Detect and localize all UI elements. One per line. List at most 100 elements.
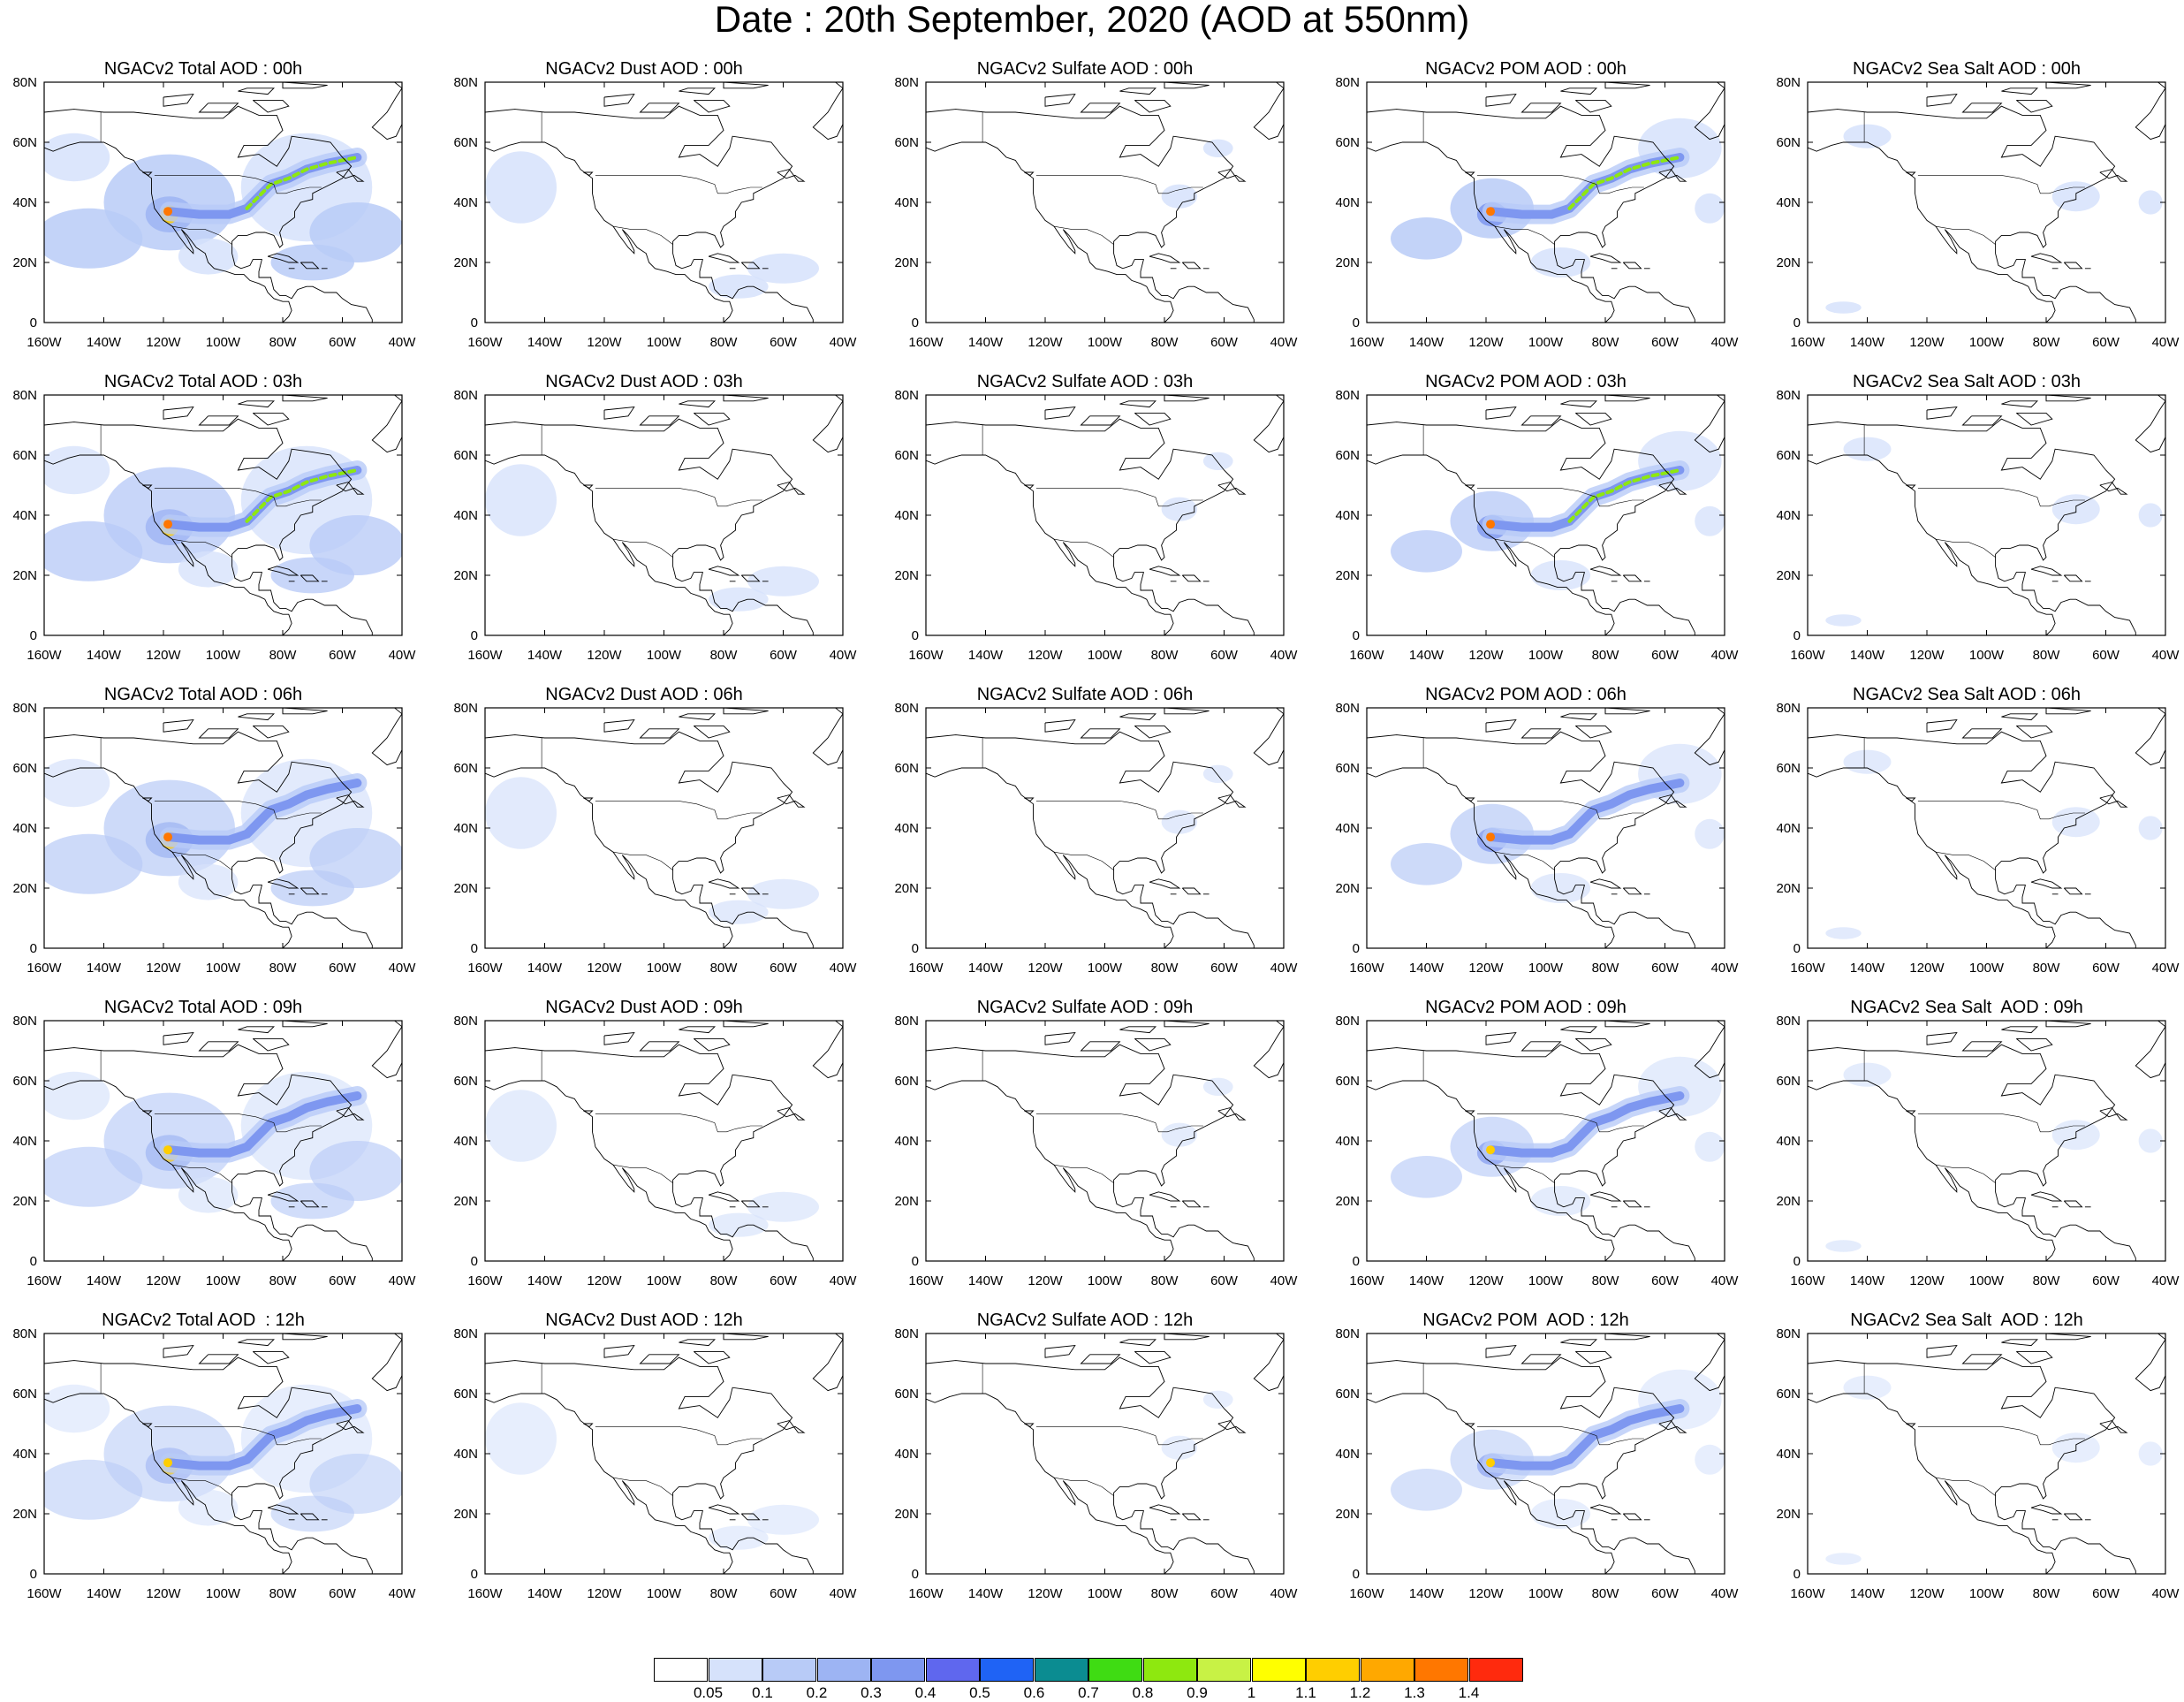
lon-tick-label: 120W bbox=[146, 335, 181, 350]
lon-tick-label: 100W bbox=[206, 1273, 241, 1288]
border bbox=[613, 1164, 673, 1183]
lat-tick-label: 20N bbox=[894, 1507, 919, 1522]
border bbox=[1936, 851, 1996, 870]
aod-field bbox=[1391, 1056, 1725, 1216]
lon-tick-label: 60W bbox=[770, 1586, 798, 1601]
lat-tick-label: 20N bbox=[1776, 255, 1801, 270]
map-plot: 160W 140W 120W 100W 80W 60W 40W 0 20N 40N 60N 80N bbox=[453, 1014, 857, 1288]
lat-tick-label: 20N bbox=[1335, 1194, 1360, 1209]
colorbar-label: 0.05 bbox=[693, 1684, 724, 1701]
panel-title: NGACv2 Dust AOD : 03h bbox=[545, 372, 743, 391]
aod-region bbox=[1530, 560, 1591, 590]
lon-tick-label: 160W bbox=[27, 1586, 62, 1601]
lat-tick-label: 60N bbox=[453, 761, 478, 776]
coastlines bbox=[926, 395, 1284, 635]
lat-tick-label: 60N bbox=[453, 448, 478, 463]
lon-tick-label: 140W bbox=[1850, 961, 1885, 976]
aod-region bbox=[1695, 193, 1725, 224]
aod-region bbox=[178, 551, 239, 588]
lon-tick-label: 60W bbox=[2092, 335, 2120, 350]
lon-tick-label: 40W bbox=[2152, 961, 2180, 976]
lon-tick-label: 120W bbox=[1468, 961, 1504, 976]
aod-region bbox=[178, 238, 239, 275]
lon-tick-label: 160W bbox=[1790, 648, 1825, 663]
lat-tick-label: 80N bbox=[894, 388, 919, 403]
lat-tick-label: 20N bbox=[1335, 568, 1360, 583]
lon-tick-label: 80W bbox=[710, 335, 739, 350]
lon-tick-label: 40W bbox=[830, 1586, 858, 1601]
lat-tick-label: 40N bbox=[453, 821, 478, 836]
lat-tick-label: 40N bbox=[453, 1447, 478, 1462]
lat-tick-label: 40N bbox=[1776, 1447, 1801, 1462]
lat-tick-label: 20N bbox=[1776, 1507, 1801, 1522]
lat-tick-label: 20N bbox=[453, 881, 478, 896]
fire-hotspot bbox=[1486, 1145, 1496, 1155]
aod-region bbox=[1843, 124, 1892, 148]
lat-tick-label: 80N bbox=[453, 388, 478, 403]
lon-tick-label: 120W bbox=[587, 1586, 622, 1601]
map-plot: 160W 140W 120W 100W 80W 60W 40W 0 20N 40N 60N 80N bbox=[1776, 75, 2180, 350]
lon-tick-label: 100W bbox=[1088, 1586, 1123, 1601]
lon-tick-label: 40W bbox=[1270, 648, 1299, 663]
lon-tick-label: 160W bbox=[27, 1273, 62, 1288]
border bbox=[154, 801, 322, 820]
panel-title: NGACv2 Sea Salt AOD : 03h bbox=[1853, 372, 2081, 391]
aod-region bbox=[178, 1176, 239, 1213]
lon-tick-label: 120W bbox=[1028, 648, 1063, 663]
coastlines bbox=[1367, 1021, 1725, 1261]
panel-title: NGACv2 Sulfate AOD : 12h bbox=[976, 1311, 1194, 1330]
lon-tick-label: 100W bbox=[1088, 335, 1123, 350]
colorbar-label: 0.5 bbox=[969, 1684, 990, 1701]
lon-tick-label: 80W bbox=[2033, 1273, 2061, 1288]
aod-region bbox=[178, 1489, 239, 1526]
panel-title: NGACv2 Sulfate AOD : 09h bbox=[976, 998, 1194, 1017]
lat-tick-label: 20N bbox=[894, 1194, 919, 1209]
lon-tick-label: 80W bbox=[1592, 1586, 1620, 1601]
border bbox=[613, 225, 673, 245]
lat-tick-label: 80N bbox=[453, 701, 478, 716]
map-panel: NGACv2 Total AOD : 00h 160W 140W 120W 100W 80… bbox=[0, 57, 416, 350]
lat-tick-label: 80N bbox=[1776, 701, 1801, 716]
lat-tick-label: 80N bbox=[1335, 1014, 1360, 1029]
aod-region bbox=[2138, 1441, 2163, 1466]
border bbox=[613, 851, 673, 870]
map-plot: 160W 140W 120W 100W 80W 60W 40W 0 20N 40N 60N 80N bbox=[1776, 1326, 2180, 1601]
lon-tick-label: 40W bbox=[2152, 335, 2180, 350]
coastlines bbox=[1808, 1021, 2165, 1261]
lon-tick-label: 140W bbox=[1409, 335, 1445, 350]
colorbar-label: 0.3 bbox=[861, 1684, 882, 1701]
colorbar-swatch bbox=[708, 1658, 762, 1682]
map-panel: NGACv2 Sulfate AOD : 12h 160W 140W 120W 100W… bbox=[882, 1309, 1298, 1601]
aod-region bbox=[1202, 139, 1233, 157]
aod-region bbox=[1530, 247, 1591, 277]
aod-region bbox=[44, 445, 110, 495]
aod-field bbox=[485, 777, 819, 924]
lat-tick-label: 20N bbox=[894, 881, 919, 896]
lon-tick-label: 160W bbox=[1349, 1273, 1384, 1288]
lon-tick-label: 120W bbox=[146, 1273, 181, 1288]
colorbar-label: 1.3 bbox=[1404, 1684, 1425, 1701]
fire-hotspot bbox=[1486, 207, 1496, 217]
colorbar-swatch bbox=[762, 1658, 816, 1682]
lat-tick-label: 80N bbox=[12, 701, 37, 716]
lon-tick-label: 100W bbox=[1088, 1273, 1123, 1288]
map-panel: NGACv2 Sulfate AOD : 03h 160W 140W 120W 100W… bbox=[882, 370, 1298, 663]
aod-field bbox=[44, 133, 402, 281]
border bbox=[1936, 538, 1996, 558]
lon-tick-label: 120W bbox=[1468, 335, 1504, 350]
aod-region bbox=[2138, 1128, 2163, 1153]
border bbox=[1035, 1426, 1203, 1446]
panel-title: NGACv2 Total AOD : 03h bbox=[103, 372, 303, 391]
lon-tick-label: 100W bbox=[647, 1586, 682, 1601]
lon-tick-label: 60W bbox=[1651, 1586, 1680, 1601]
panel-title: NGACv2 POM AOD : 06h bbox=[1425, 685, 1627, 704]
lat-tick-label: 40N bbox=[453, 195, 478, 210]
lon-tick-label: 140W bbox=[527, 1273, 563, 1288]
lat-tick-label: 80N bbox=[453, 1326, 478, 1341]
lat-tick-label: 80N bbox=[894, 701, 919, 716]
lon-tick-label: 40W bbox=[830, 648, 858, 663]
border bbox=[1936, 1477, 1996, 1496]
lat-tick-label: 60N bbox=[12, 1074, 37, 1089]
border bbox=[1495, 538, 1555, 558]
lat-tick-label: 60N bbox=[1776, 1387, 1801, 1402]
